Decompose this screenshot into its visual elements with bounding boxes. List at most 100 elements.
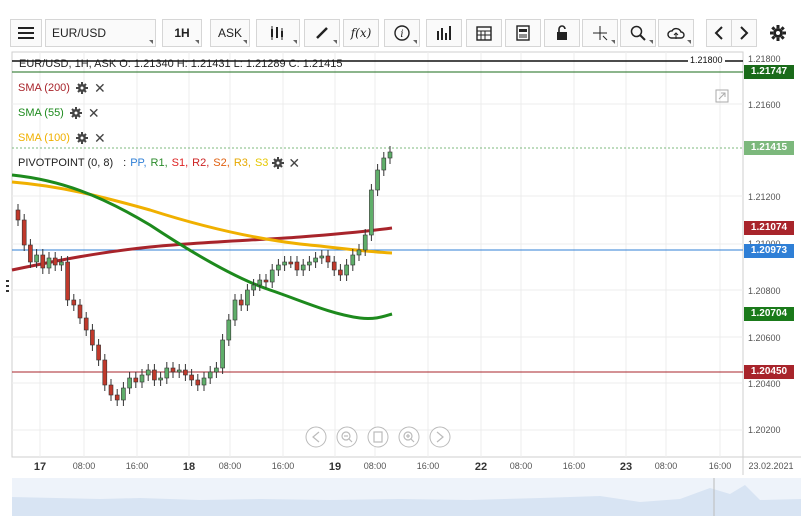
candle-body bbox=[369, 189, 374, 236]
lock-button[interactable] bbox=[544, 19, 580, 47]
zoom-button[interactable] bbox=[620, 19, 656, 47]
nav-right-button[interactable] bbox=[429, 426, 451, 448]
close-icon[interactable]: ✕ bbox=[87, 105, 100, 121]
candle-body bbox=[145, 369, 151, 376]
toolbar: EUR/USD 1H ASK f(x) i bbox=[0, 0, 801, 47]
x-tick: 16:00 bbox=[416, 461, 440, 471]
candle-body bbox=[176, 369, 182, 373]
indicators-button[interactable]: f(x) bbox=[343, 19, 379, 47]
interval-label: 1H bbox=[174, 26, 190, 40]
pivot-colon: : bbox=[123, 157, 127, 169]
scroll-right-button[interactable] bbox=[731, 19, 757, 47]
price-type-selector[interactable]: ASK bbox=[210, 19, 250, 47]
candle-body bbox=[207, 371, 213, 379]
legend-sma100[interactable]: SMA (100) ✕ bbox=[18, 130, 106, 146]
price-tag-s1: 1.20450 bbox=[744, 365, 794, 379]
cloud-save-button[interactable] bbox=[658, 19, 694, 47]
candle-body bbox=[220, 339, 225, 369]
legend-sma200[interactable]: SMA (200) ✕ bbox=[18, 80, 106, 96]
price-tag-sma55: 1.20704 bbox=[744, 307, 794, 321]
chevron-left-icon bbox=[714, 26, 723, 40]
news-button[interactable] bbox=[505, 19, 541, 47]
gear-icon[interactable] bbox=[272, 157, 285, 169]
dropdown-corner-icon bbox=[333, 40, 337, 44]
crosshair-button[interactable] bbox=[582, 19, 618, 47]
y-tick: 1.21800 bbox=[748, 54, 781, 64]
candle-body bbox=[350, 254, 356, 266]
info-icon: i bbox=[394, 25, 410, 41]
candle-body bbox=[139, 374, 145, 383]
gear-icon[interactable] bbox=[69, 107, 82, 119]
candle-body bbox=[183, 369, 188, 376]
candle-body bbox=[294, 261, 300, 271]
candle-body bbox=[170, 367, 176, 373]
nav-left-button[interactable] bbox=[305, 426, 327, 448]
candle-body bbox=[362, 234, 368, 251]
calendar-button[interactable] bbox=[466, 19, 502, 47]
candle-body bbox=[251, 284, 256, 291]
candle-body bbox=[387, 151, 393, 159]
menu-button[interactable] bbox=[10, 19, 42, 47]
magnifier-icon bbox=[630, 25, 646, 41]
candle-body bbox=[114, 394, 120, 401]
volume-button[interactable] bbox=[426, 19, 462, 47]
function-icon: f(x) bbox=[350, 26, 372, 40]
x-tick: 08:00 bbox=[363, 461, 387, 471]
zoom-out-button[interactable] bbox=[336, 426, 358, 448]
candle-body bbox=[83, 317, 89, 331]
dropdown-corner-icon bbox=[195, 40, 199, 44]
candle-body bbox=[52, 257, 58, 266]
price-chart[interactable] bbox=[0, 50, 801, 520]
price-tag-sma200: 1.21074 bbox=[744, 221, 794, 235]
fullscreen-icon[interactable] bbox=[715, 89, 729, 103]
candle-body bbox=[71, 299, 77, 306]
x-tick: 08:00 bbox=[509, 461, 533, 471]
candle-body bbox=[195, 379, 201, 386]
crosshair-icon bbox=[593, 26, 608, 41]
price-type-label: ASK bbox=[217, 26, 242, 40]
dropdown-corner-icon bbox=[149, 40, 153, 44]
candle-body bbox=[189, 374, 194, 381]
sma100-label: SMA (100) bbox=[18, 132, 70, 144]
legend-pivotpoint[interactable]: PIVOTPOINT (0, 8) : PP, R1, S1, R2, S2, … bbox=[18, 155, 301, 171]
symbol-label: EUR/USD bbox=[52, 26, 107, 40]
candle-body bbox=[276, 264, 281, 271]
legend-sma55[interactable]: SMA (55) ✕ bbox=[18, 105, 100, 121]
sma55-label: SMA (55) bbox=[18, 107, 64, 119]
candle-body bbox=[102, 359, 108, 386]
candle-body bbox=[34, 254, 39, 263]
gear-icon[interactable] bbox=[75, 132, 88, 144]
x-tick: 08:00 bbox=[218, 461, 242, 471]
close-icon[interactable]: ✕ bbox=[93, 130, 106, 146]
symbol-selector[interactable]: EUR/USD bbox=[45, 19, 156, 47]
interval-selector[interactable]: 1H bbox=[162, 19, 202, 47]
price-tag-current: 1.21415 bbox=[744, 141, 794, 155]
chart-type-button[interactable] bbox=[256, 19, 300, 47]
close-icon[interactable]: ✕ bbox=[288, 155, 301, 171]
candle-body bbox=[127, 377, 132, 389]
candle-body bbox=[201, 377, 207, 386]
info-button[interactable]: i bbox=[384, 19, 420, 47]
candle-body bbox=[344, 264, 349, 276]
candle-body bbox=[133, 377, 139, 383]
candle-body bbox=[21, 219, 27, 246]
x-tick: 17 bbox=[33, 461, 47, 473]
y-tick: 1.20800 bbox=[748, 286, 781, 296]
dropdown-corner-icon bbox=[687, 40, 691, 44]
scroll-left-button[interactable] bbox=[706, 19, 732, 47]
close-icon[interactable]: ✕ bbox=[93, 80, 106, 96]
candle-body bbox=[288, 261, 294, 265]
candle-body bbox=[313, 257, 318, 263]
draw-tool-button[interactable] bbox=[304, 19, 340, 47]
x-tick: 08:00 bbox=[72, 461, 96, 471]
zoom-in-button[interactable] bbox=[398, 426, 420, 448]
gear-icon[interactable] bbox=[75, 82, 88, 94]
gear-icon bbox=[770, 25, 786, 41]
reset-view-button[interactable] bbox=[367, 426, 389, 448]
candle-body bbox=[338, 269, 343, 276]
candle-body bbox=[108, 384, 114, 396]
y-tick: 1.21200 bbox=[748, 192, 781, 202]
candle-body bbox=[158, 377, 163, 381]
settings-button[interactable] bbox=[762, 19, 794, 47]
candlestick-series bbox=[15, 146, 393, 406]
